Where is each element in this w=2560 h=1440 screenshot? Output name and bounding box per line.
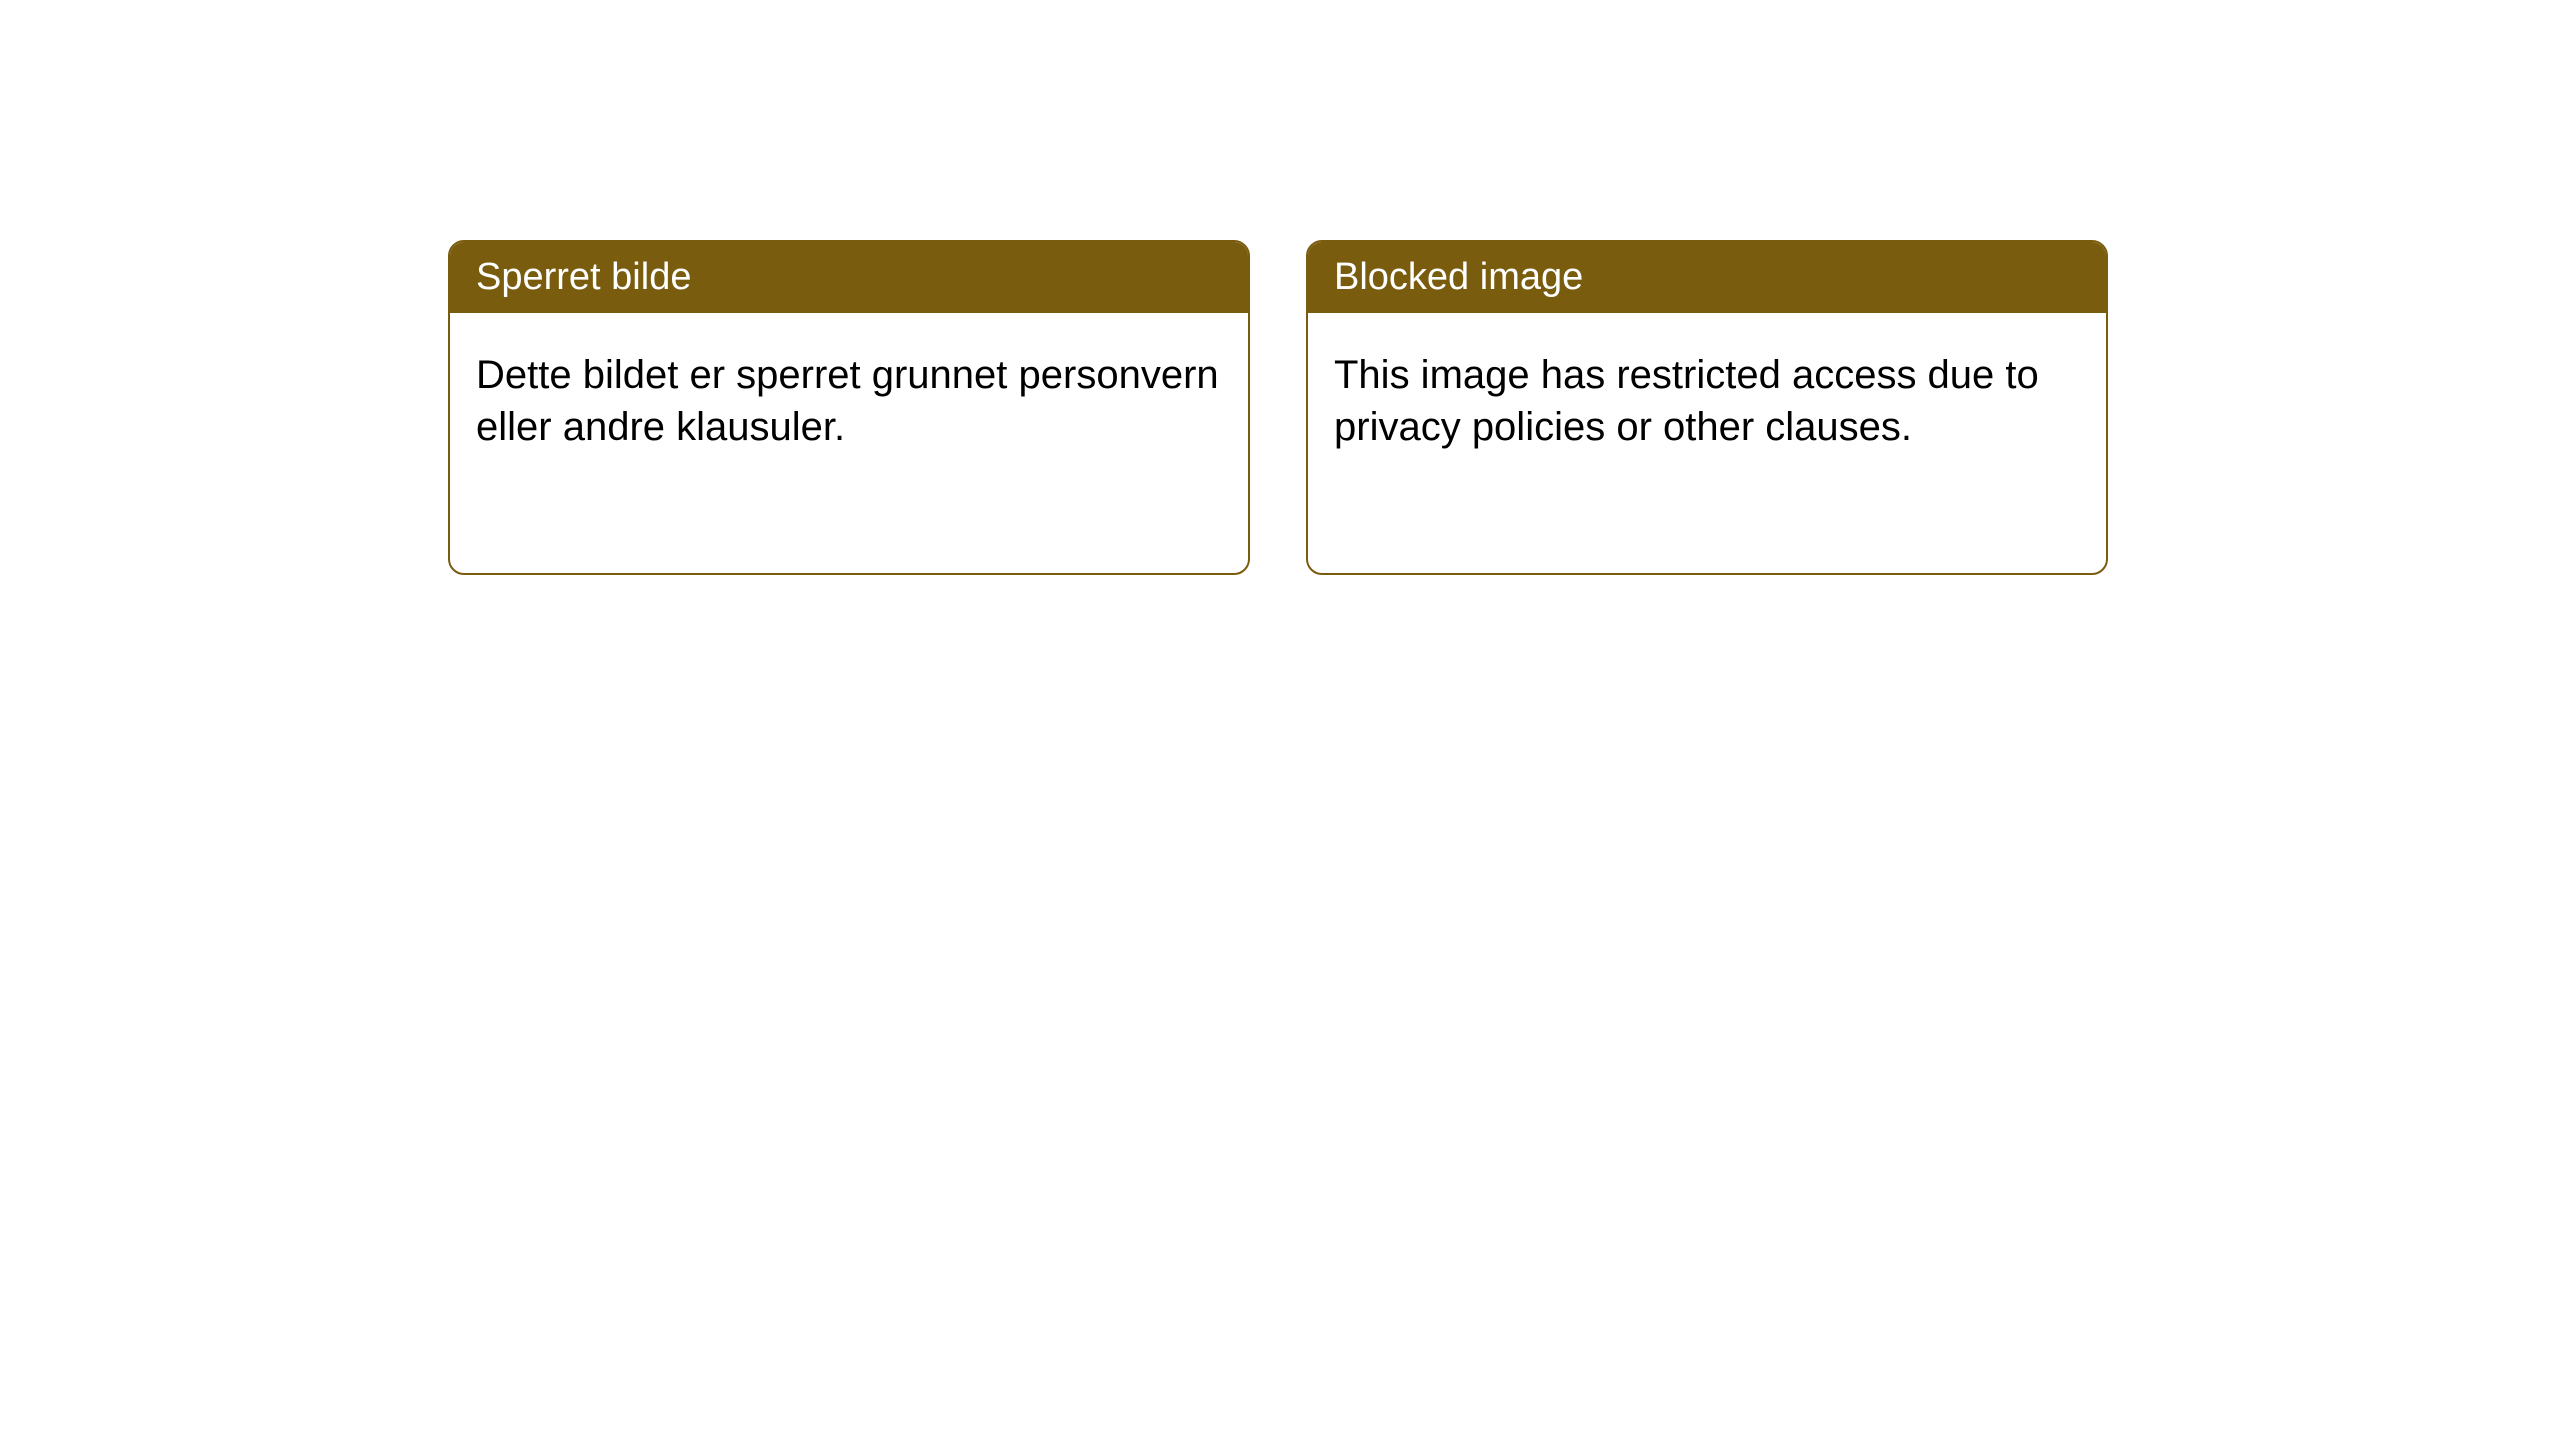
- card-body-text: Dette bildet er sperret grunnet personve…: [476, 353, 1219, 449]
- card-body-text: This image has restricted access due to …: [1334, 353, 2039, 449]
- notice-container: Sperret bilde Dette bildet er sperret gr…: [0, 0, 2560, 575]
- card-title: Sperret bilde: [476, 256, 691, 298]
- blocked-image-card-norwegian: Sperret bilde Dette bildet er sperret gr…: [448, 240, 1250, 575]
- card-title: Blocked image: [1334, 256, 1583, 298]
- blocked-image-card-english: Blocked image This image has restricted …: [1306, 240, 2108, 575]
- card-header: Sperret bilde: [450, 242, 1248, 313]
- card-body: This image has restricted access due to …: [1308, 313, 2106, 489]
- card-body: Dette bildet er sperret grunnet personve…: [450, 313, 1248, 489]
- card-header: Blocked image: [1308, 242, 2106, 313]
